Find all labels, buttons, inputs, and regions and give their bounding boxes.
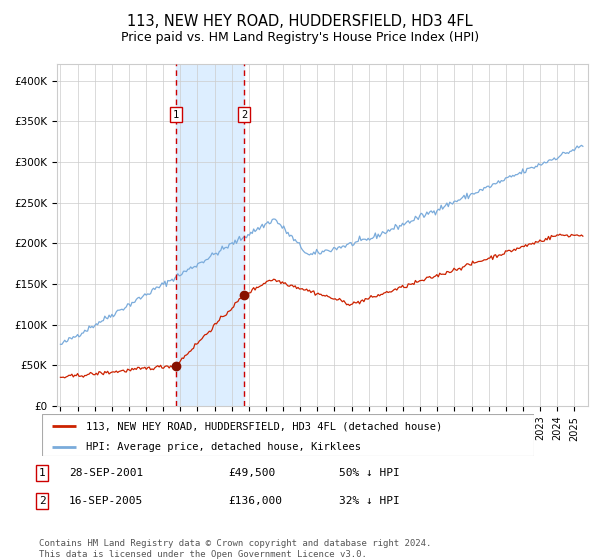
Text: 2: 2: [241, 110, 247, 120]
Text: Price paid vs. HM Land Registry's House Price Index (HPI): Price paid vs. HM Land Registry's House …: [121, 31, 479, 44]
Text: 1: 1: [173, 110, 179, 120]
Text: 2: 2: [38, 496, 46, 506]
Text: 16-SEP-2005: 16-SEP-2005: [69, 496, 143, 506]
Text: 50% ↓ HPI: 50% ↓ HPI: [339, 468, 400, 478]
Text: 1: 1: [38, 468, 46, 478]
Text: HPI: Average price, detached house, Kirklees: HPI: Average price, detached house, Kirk…: [86, 442, 361, 452]
FancyBboxPatch shape: [42, 414, 534, 456]
Text: 32% ↓ HPI: 32% ↓ HPI: [339, 496, 400, 506]
Text: 113, NEW HEY ROAD, HUDDERSFIELD, HD3 4FL (detached house): 113, NEW HEY ROAD, HUDDERSFIELD, HD3 4FL…: [86, 421, 443, 431]
Text: 113, NEW HEY ROAD, HUDDERSFIELD, HD3 4FL: 113, NEW HEY ROAD, HUDDERSFIELD, HD3 4FL: [127, 14, 473, 29]
Text: £136,000: £136,000: [228, 496, 282, 506]
Text: 28-SEP-2001: 28-SEP-2001: [69, 468, 143, 478]
Text: £49,500: £49,500: [228, 468, 275, 478]
Bar: [176, 64, 244, 406]
Text: Contains HM Land Registry data © Crown copyright and database right 2024.
This d: Contains HM Land Registry data © Crown c…: [39, 539, 431, 559]
